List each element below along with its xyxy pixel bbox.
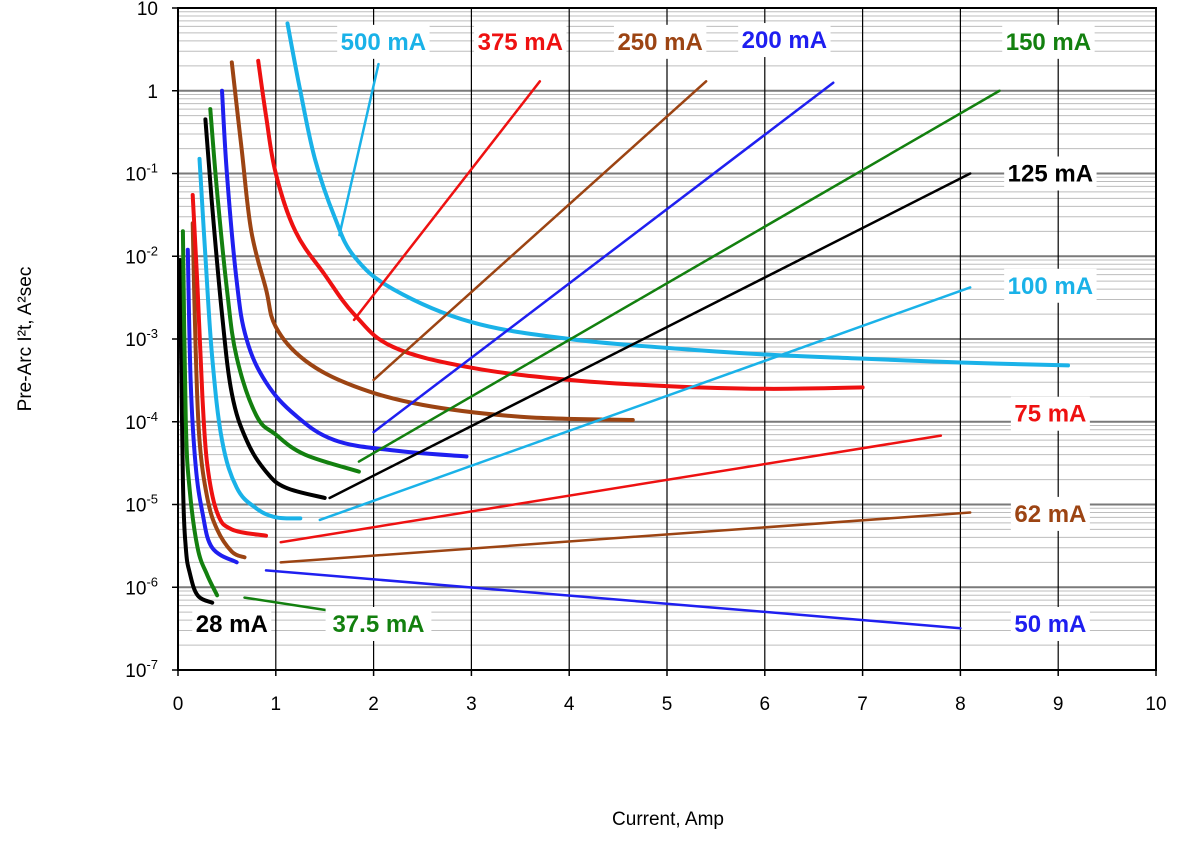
pre-arc-curve (229, 60, 635, 422)
pre-arc-curve (185, 247, 239, 565)
rating-line (318, 286, 972, 522)
x-tick-label: 2 (368, 694, 379, 715)
pre-arc-curve (220, 88, 469, 459)
y-tick-label: 10-2 (125, 243, 158, 268)
y-axis-ticks: 10-7 10-6 10-5 10-4 10-3 10-2 10-1 1 10 (125, 0, 178, 682)
series-label: 150 mA (1006, 29, 1091, 56)
series-label: 100 mA (1008, 273, 1093, 300)
rating-line (279, 434, 943, 544)
x-tick-label: 4 (564, 694, 575, 715)
x-tick-label: 1 (271, 694, 282, 715)
x-axis-title: Current, Amp (612, 809, 724, 830)
x-axis-ticks: 0 1 2 3 4 5 6 7 8 9 10 (173, 670, 1167, 715)
x-tick-label: 7 (857, 694, 868, 715)
pre-arc-curves (178, 21, 1070, 605)
y-axis-title: Pre-Arc I²t, A²sec (15, 267, 36, 412)
pre-arc-curve (285, 21, 1070, 368)
y-tick-label: 10-3 (125, 326, 158, 351)
x-tick-label: 0 (173, 694, 184, 715)
pre-arc-curve (178, 258, 215, 605)
annotation-background (337, 24, 430, 59)
x-tick-label: 5 (662, 694, 673, 715)
y-tick-label: 10-6 (125, 574, 158, 599)
series-label: 50 mA (1014, 611, 1086, 638)
rating-line (264, 569, 962, 630)
rating-line (328, 172, 972, 500)
annotation-background (613, 24, 707, 59)
annotation-background (1010, 606, 1090, 641)
series-label: 37.5 mA (332, 611, 424, 638)
annotation-background (474, 24, 567, 59)
pointer-lines (338, 62, 380, 237)
y-tick-label: 10-7 (125, 657, 158, 682)
pre-arc-curve (208, 107, 361, 474)
series-label: 500 mA (341, 29, 426, 56)
annotation-background (1004, 156, 1097, 191)
rating-line (357, 89, 1001, 463)
y-tick-label: 10 (137, 0, 158, 20)
y-tick-label: 10-5 (125, 492, 158, 517)
series-label: 250 mA (617, 29, 702, 56)
x-tick-label: 8 (955, 694, 966, 715)
rating-line (372, 81, 835, 434)
annotation-background (1004, 268, 1097, 303)
y-tick-label: 10-4 (125, 409, 158, 434)
rating-line (279, 511, 972, 564)
x-tick-label: 9 (1053, 694, 1064, 715)
series-label: 375 mA (478, 29, 563, 56)
series-label: 200 mA (742, 27, 827, 54)
rating-lines (243, 80, 1001, 630)
pre-arc-curve (256, 58, 865, 391)
series-label: 62 mA (1014, 501, 1086, 528)
series-annotations: 500 mA 375 mA 250 mA 200 mA 150 mA 125 mA 100 … (192, 23, 1097, 641)
pre-arc-curve (197, 156, 303, 521)
series-label: 28 mA (196, 611, 268, 638)
y-tick-label: 1 (147, 82, 158, 103)
annotation-background (738, 23, 831, 58)
series-label: 75 mA (1014, 401, 1086, 428)
x-tick-label: 6 (760, 694, 771, 715)
pre-arc-curve (180, 229, 220, 598)
pre-arc-curve (190, 193, 268, 538)
annotation-background (1002, 24, 1095, 59)
x-tick-label: 3 (466, 694, 477, 715)
y-tick-label: 10-1 (125, 161, 158, 186)
series-label: 125 mA (1008, 161, 1093, 188)
x-tick-label: 10 (1145, 694, 1166, 715)
label-pointer-line (338, 62, 380, 237)
annotation-background (325, 606, 432, 641)
annotation-background (1010, 396, 1090, 431)
annotation-background (192, 606, 272, 641)
rating-line (352, 80, 542, 322)
annotation-background (1010, 496, 1090, 531)
rating-line (372, 80, 708, 382)
pre-arc-curve (190, 221, 247, 560)
pre-arc-curve (203, 117, 327, 500)
